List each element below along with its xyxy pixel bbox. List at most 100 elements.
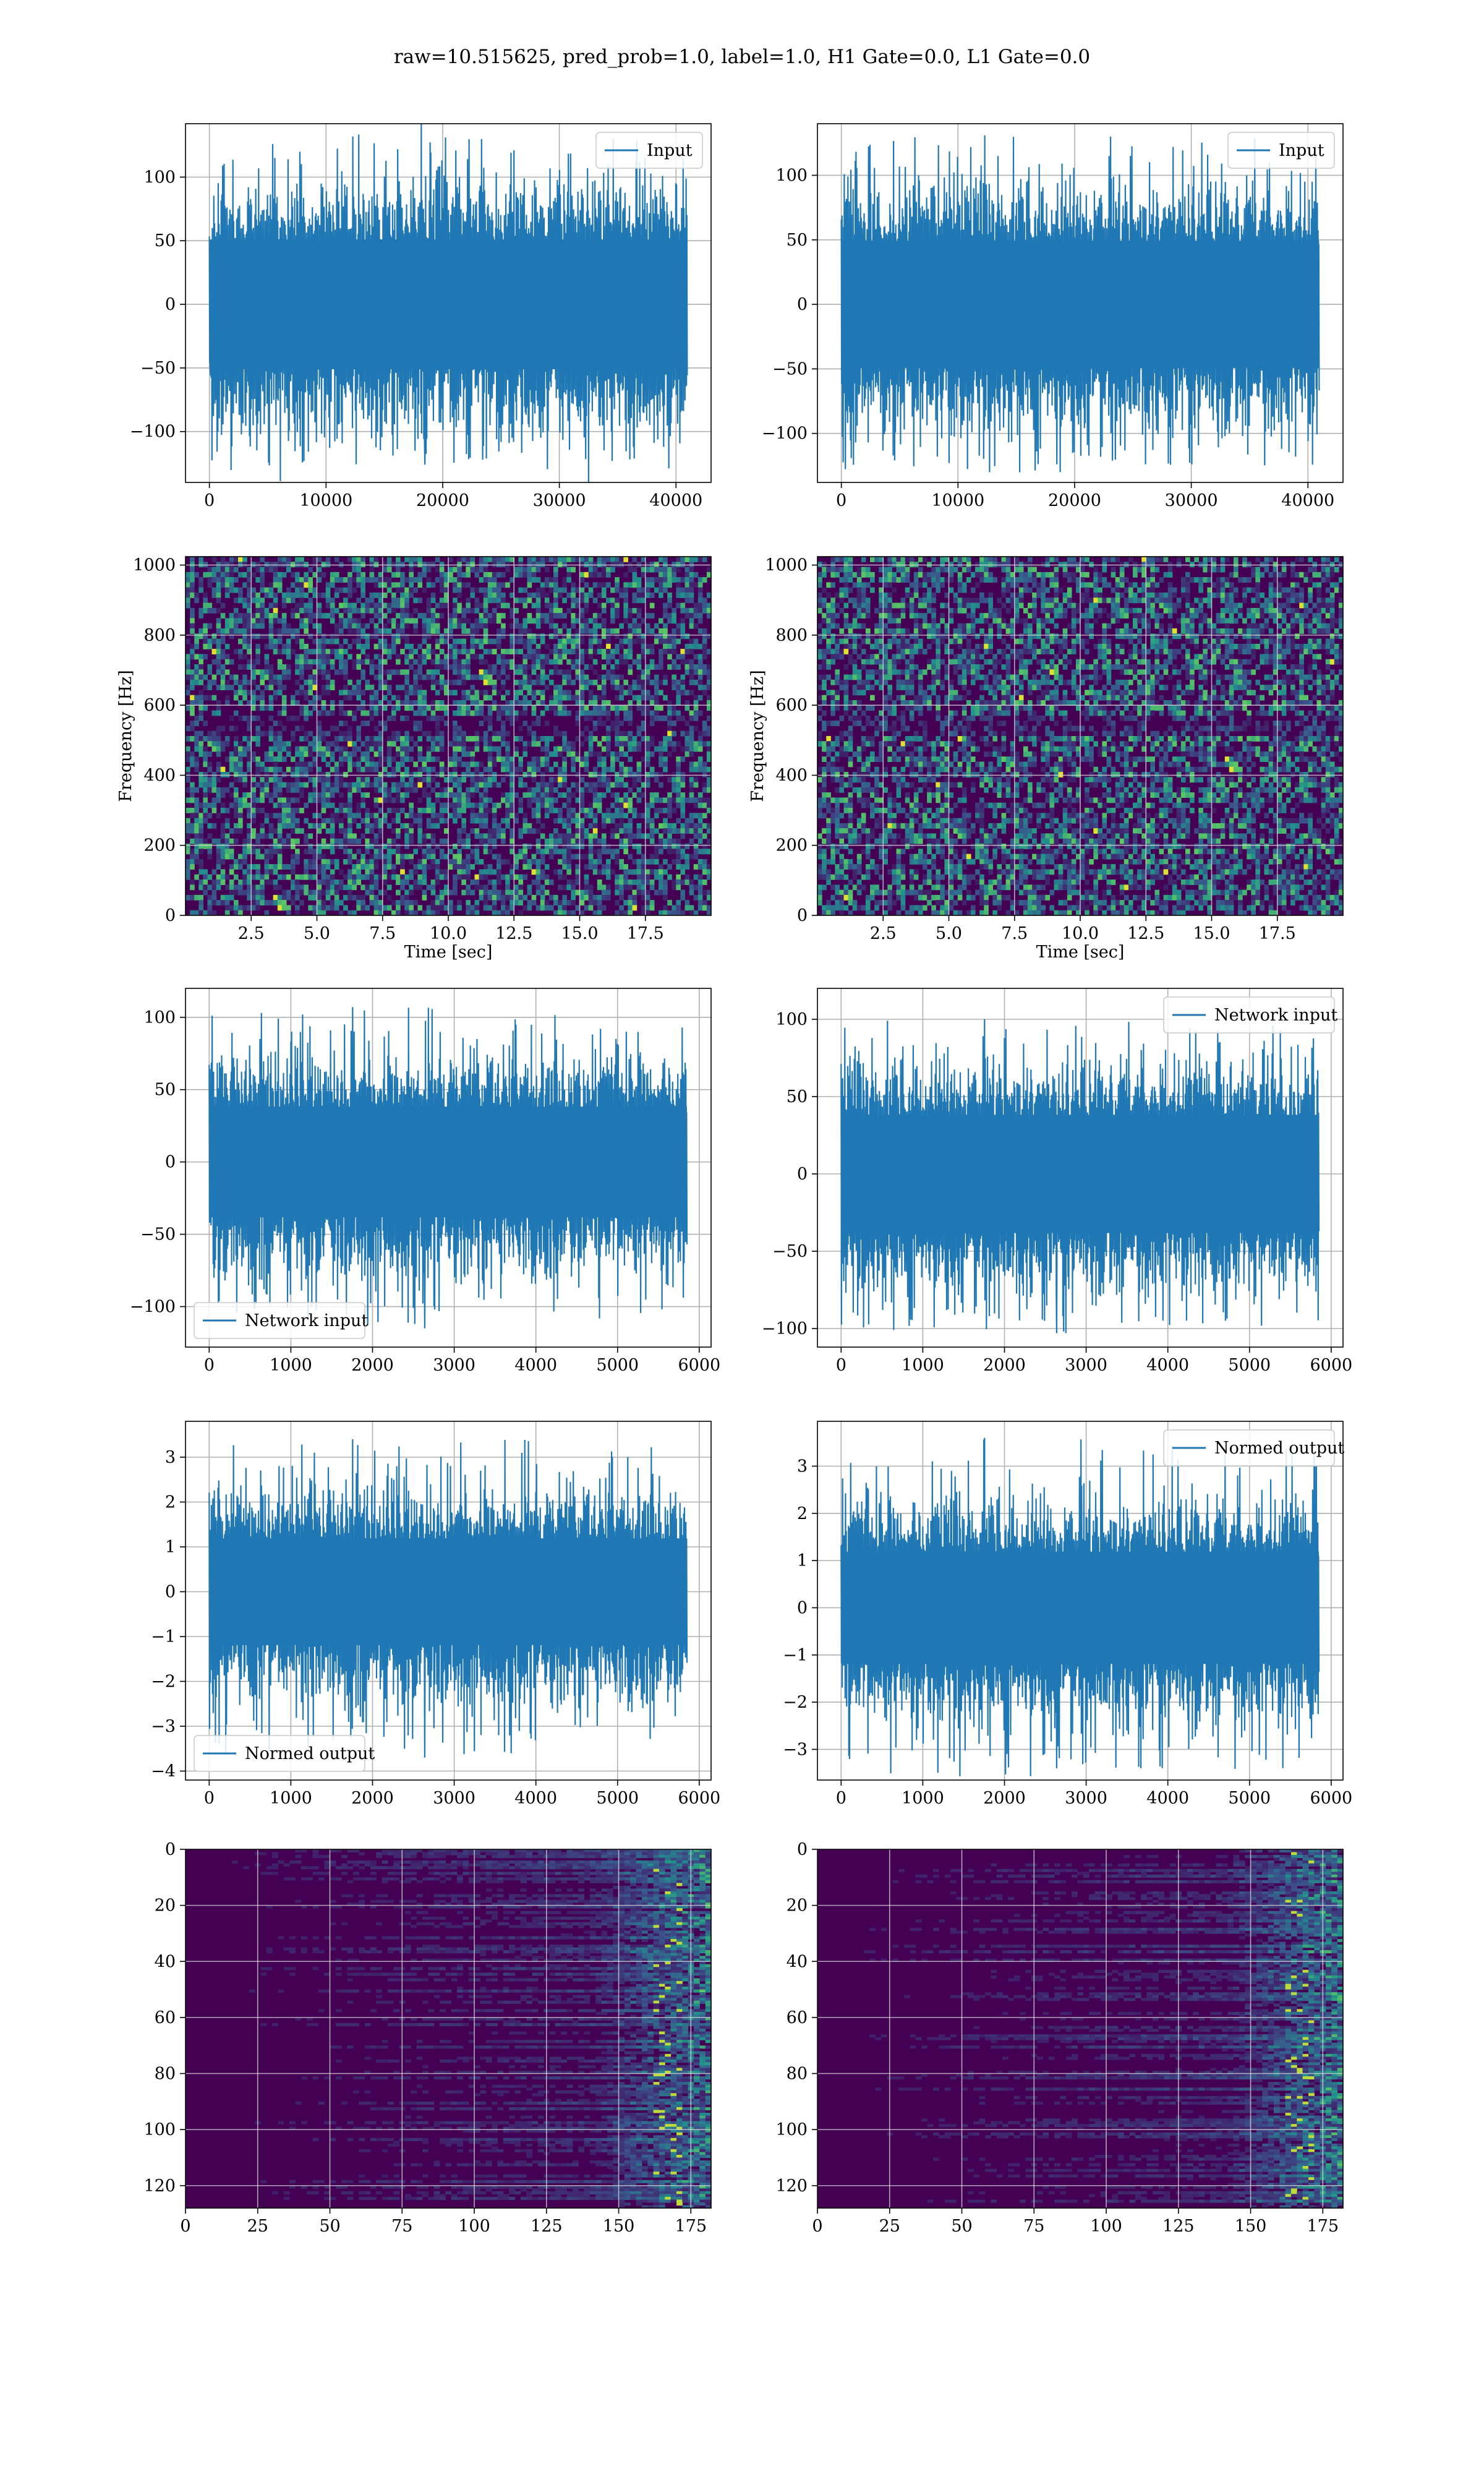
x-tick-label: 0: [836, 491, 846, 510]
y-tick-label: 60: [787, 2008, 808, 2027]
grid-lines: [186, 1849, 711, 2208]
y-tick-label: 1000: [765, 556, 808, 575]
y-tick-label: −100: [130, 422, 176, 442]
legend: Network input: [194, 1302, 368, 1339]
y-tick-label: 20: [155, 1896, 176, 1915]
plot-area: [817, 988, 1343, 1347]
x-tick-label: 1000: [902, 1356, 944, 1375]
x-tick-label: 75: [391, 2217, 412, 2236]
x-tick-label: 175: [675, 2217, 707, 2236]
heatmap-cells: [817, 557, 1343, 915]
x-tick-label: 3000: [433, 1789, 475, 1808]
x-tick-label: 3000: [433, 1356, 475, 1375]
series-core: [209, 1538, 688, 1645]
x-tick-label: 2000: [351, 1789, 394, 1808]
legend: Input: [595, 132, 703, 169]
y-tick-label: 80: [787, 2065, 808, 2084]
x-tick-label: 6000: [1310, 1356, 1352, 1375]
x-tick-label: 25: [247, 2217, 268, 2236]
x-tick-label: 5.0: [936, 924, 962, 943]
x-axis-label: Time [sec]: [404, 943, 493, 962]
heatmap-cells: [231, 1849, 711, 2208]
y-tick-label: 40: [155, 1952, 176, 1971]
plot-area: [817, 1421, 1343, 1780]
x-tick-label: 2.5: [870, 924, 897, 943]
x-tick-label: 175: [1307, 2217, 1339, 2236]
x-tick-label: 50: [951, 2217, 972, 2236]
x-tick-label: 4000: [514, 1356, 557, 1375]
x-tick-label: 2.5: [238, 924, 265, 943]
y-tick-label: −100: [762, 1319, 808, 1338]
y-axis-label: Frequency [Hz]: [748, 670, 767, 802]
y-tick-label: 40: [787, 1952, 808, 1971]
x-tick-label: 12.5: [495, 924, 532, 943]
x-tick-label: 150: [1235, 2217, 1267, 2236]
y-tick-label: 60: [155, 2008, 176, 2027]
plot-area: [817, 124, 1343, 482]
plot-area: [817, 557, 1343, 915]
grid-lines: [817, 557, 1343, 915]
y-tick-label: 600: [775, 696, 808, 715]
subplot-row1-left: 0 10000 20000 30000 40000 −100 −50 0 50 100 Input: [130, 123, 712, 510]
series-core: [841, 241, 1320, 368]
y-tick-label: 0: [797, 1840, 808, 1859]
plot-area: [186, 988, 711, 1347]
x-tick-label: 0: [836, 1789, 846, 1808]
axes-frame: [185, 1421, 712, 1781]
x-tick-label: 30000: [533, 491, 586, 510]
series-core: [841, 1551, 1320, 1664]
y-tick-label: 80: [155, 2065, 176, 2084]
y-tick-label: 800: [143, 626, 176, 645]
grid-lines: [817, 1849, 1343, 2208]
axes-frame: [817, 123, 1344, 483]
axes-frame: [817, 1421, 1344, 1781]
subplot-row3-left: 0 1000 2000 3000 4000 5000 6000 −100 −50 0 50 100 Ne…: [130, 988, 720, 1375]
legend-label: Input: [1279, 141, 1324, 160]
y-tick-label: 400: [775, 766, 808, 785]
y-tick-label: −100: [130, 1298, 176, 1317]
y-tick-label: 2: [165, 1493, 176, 1512]
x-tick-label: 5000: [1228, 1356, 1271, 1375]
x-tick-label: 10000: [299, 491, 352, 510]
y-tick-label: 100: [775, 2120, 808, 2139]
y-tick-label: 3: [165, 1448, 176, 1467]
plot-area: [186, 124, 711, 482]
x-tick-label: 150: [603, 2217, 635, 2236]
legend-label: Network input: [1214, 1006, 1337, 1025]
y-tick-label: −2: [151, 1672, 176, 1692]
y-tick-label: 50: [787, 231, 808, 250]
y-tick-label: 200: [775, 836, 808, 855]
x-tick-label: 2000: [983, 1789, 1026, 1808]
subplot-row5-left: 0 25 50 75 100 125 150 175 0 20 40 60 80 100 120: [143, 1840, 712, 2236]
x-tick-label: 10.0: [1062, 924, 1099, 943]
grid-lines: [186, 557, 711, 915]
x-tick-label: 100: [458, 2217, 490, 2236]
y-tick-label: −3: [783, 1740, 808, 1759]
y-tick-label: 0: [165, 1153, 176, 1172]
y-tick-label: 1000: [133, 556, 176, 575]
y-tick-label: 100: [143, 168, 176, 187]
y-tick-label: −4: [151, 1762, 176, 1781]
y-tick-label: 2: [797, 1504, 808, 1523]
x-tick-label: 2000: [351, 1356, 394, 1375]
y-tick-label: 0: [165, 1840, 176, 1859]
x-tick-label: 1000: [270, 1789, 312, 1808]
x-tick-label: 0: [204, 1789, 215, 1808]
plot-area: [186, 1421, 711, 1780]
x-tick-label: 100: [1090, 2217, 1122, 2236]
x-tick-label: 10000: [931, 491, 984, 510]
y-tick-label: 50: [155, 1081, 176, 1100]
y-tick-label: 200: [143, 836, 176, 855]
x-tick-label: 50: [319, 2217, 340, 2236]
x-tick-label: 30000: [1165, 491, 1218, 510]
legend-label: Normed output: [245, 1744, 375, 1763]
y-tick-label: 0: [165, 906, 176, 925]
y-tick-label: 400: [143, 766, 176, 785]
y-tick-label: −1: [151, 1627, 176, 1646]
x-tick-label: 0: [204, 1356, 215, 1375]
x-tick-label: 3000: [1065, 1789, 1107, 1808]
x-tick-label: 0: [204, 491, 215, 510]
y-tick-label: 600: [143, 696, 176, 715]
x-tick-label: 5000: [1228, 1789, 1271, 1808]
